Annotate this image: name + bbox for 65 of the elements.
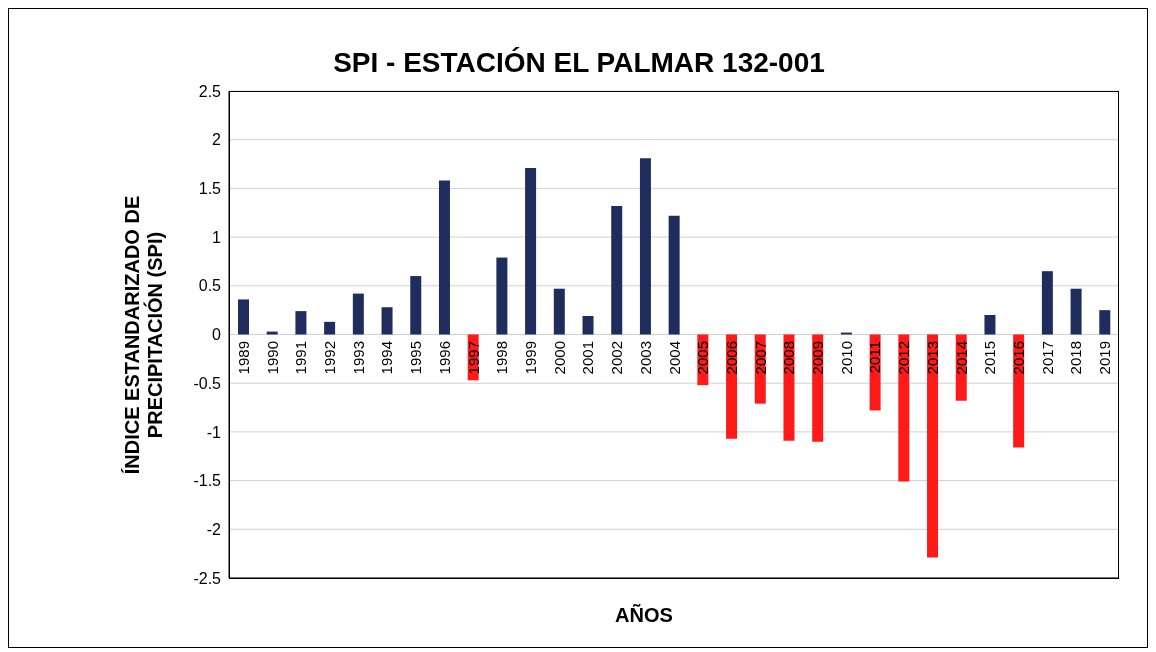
x-tick-label: 2000 bbox=[550, 341, 568, 375]
x-tick-label: 2009 bbox=[809, 341, 827, 375]
bar bbox=[410, 276, 422, 335]
x-tick-label: 2010 bbox=[837, 341, 855, 375]
y-tick-label: -1.5 bbox=[193, 472, 222, 490]
bar bbox=[668, 215, 680, 335]
x-tick-label: 1992 bbox=[320, 341, 338, 375]
chart-title: SPI - ESTACIÓN EL PALMAR 132-001 bbox=[332, 47, 826, 79]
x-tick-label: 1994 bbox=[378, 341, 396, 375]
bar bbox=[927, 334, 939, 558]
bar bbox=[352, 293, 364, 335]
x-tick-label: 2012 bbox=[895, 341, 913, 375]
bar bbox=[1099, 310, 1111, 335]
bar bbox=[1070, 288, 1082, 335]
x-tick-label: 2002 bbox=[608, 341, 626, 375]
x-tick-label: 2015 bbox=[981, 341, 999, 375]
y-tick-label: 1.5 bbox=[198, 180, 222, 198]
y-tick-label: 0 bbox=[212, 326, 222, 344]
x-tick-label: 2008 bbox=[780, 341, 798, 375]
bar bbox=[295, 311, 307, 335]
bar bbox=[496, 257, 508, 335]
bar bbox=[238, 299, 249, 335]
y-tick-label: -2.5 bbox=[193, 569, 222, 587]
y-tick-label: -0.5 bbox=[193, 374, 222, 392]
bar bbox=[525, 167, 537, 335]
y-axis-title: ÍNDICE ESTANDARIZADO DE PRECIPITACIÓN (SPI) bbox=[121, 194, 167, 477]
x-tick-label: 2013 bbox=[923, 341, 941, 375]
x-tick-label: 2016 bbox=[1010, 341, 1028, 375]
y-tick-label: 2.5 bbox=[198, 82, 222, 100]
x-tick-label: 1997 bbox=[464, 341, 482, 375]
x-tick-label: 1998 bbox=[493, 341, 511, 375]
x-tick-label: 2003 bbox=[636, 341, 654, 375]
bar bbox=[381, 307, 393, 335]
x-axis-title: AÑOS bbox=[614, 604, 674, 627]
bar bbox=[639, 158, 651, 335]
x-tick-label: 1991 bbox=[292, 341, 310, 375]
y-tick-label: 2 bbox=[212, 131, 222, 149]
x-tick-label: 1995 bbox=[407, 341, 425, 375]
x-tick-label: 2001 bbox=[579, 341, 597, 375]
x-tick-label: 1989 bbox=[234, 341, 252, 375]
x-tick-label: 2019 bbox=[1096, 341, 1114, 375]
bar bbox=[1041, 271, 1053, 335]
x-tick-label: 2017 bbox=[1038, 341, 1056, 375]
x-tick-label: 2014 bbox=[952, 341, 970, 375]
x-tick-label: 2005 bbox=[694, 341, 712, 375]
x-tick-label: 2004 bbox=[665, 341, 683, 375]
x-tick-label: 1999 bbox=[521, 341, 539, 375]
bar bbox=[553, 288, 565, 335]
x-tick-label: 2007 bbox=[751, 341, 769, 375]
y-tick-label: 0.5 bbox=[198, 277, 222, 295]
bar bbox=[611, 205, 623, 335]
x-tick-label: 1990 bbox=[263, 341, 281, 375]
x-tick-label: 2011 bbox=[866, 341, 884, 374]
x-tick-label: 1993 bbox=[349, 341, 367, 375]
bar bbox=[984, 315, 996, 335]
x-tick-label: 2006 bbox=[722, 341, 740, 375]
bar bbox=[582, 315, 594, 335]
bar bbox=[266, 331, 278, 335]
y-tick-label: 1 bbox=[212, 228, 222, 246]
y-tick-label: -2 bbox=[206, 520, 222, 538]
x-tick-label: 1996 bbox=[435, 341, 453, 375]
x-tick-label: 2018 bbox=[1067, 341, 1085, 375]
bar bbox=[438, 180, 450, 335]
y-tick-label: -1 bbox=[206, 423, 222, 441]
bar bbox=[324, 321, 336, 335]
